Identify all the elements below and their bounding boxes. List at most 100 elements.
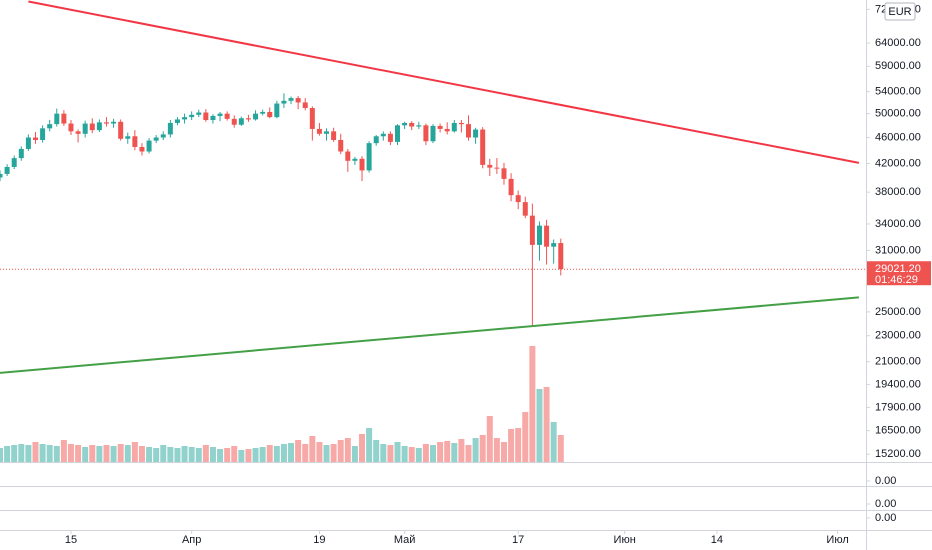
- volume-bar: [557, 435, 564, 462]
- pane-tick-label: 0.00: [875, 475, 896, 487]
- candle-body: [359, 158, 365, 171]
- volume-bar: [529, 346, 536, 462]
- volume-bar: [351, 446, 358, 462]
- volume-bar: [167, 447, 174, 462]
- candle-body: [61, 113, 67, 124]
- candle-body: [18, 148, 24, 159]
- y-tick-label: 21000.00: [875, 356, 921, 368]
- y-tick-label: 25000.00: [875, 306, 921, 318]
- volume-bar: [53, 446, 60, 462]
- volume-bar: [160, 445, 167, 462]
- candle-body: [316, 128, 322, 134]
- candle-body: [89, 123, 95, 131]
- candle-body: [352, 158, 358, 161]
- volume-bar: [67, 444, 74, 462]
- volume-bar: [188, 447, 195, 462]
- volume-bar: [437, 442, 444, 462]
- candle-body: [253, 113, 259, 120]
- volume-bar: [543, 387, 550, 462]
- volume-bar: [536, 389, 543, 462]
- candle-body: [54, 113, 60, 125]
- candle-body: [224, 113, 230, 119]
- candle-body: [345, 151, 351, 161]
- candle-body: [501, 168, 507, 179]
- candle-body: [430, 125, 436, 142]
- x-tick-label: 14: [711, 534, 723, 546]
- candle-body: [260, 111, 266, 114]
- volume-bar: [515, 428, 522, 462]
- volume-bar: [217, 449, 224, 462]
- price-pane: [0, 0, 860, 462]
- candle-body: [203, 112, 209, 121]
- volume-bar: [60, 440, 67, 462]
- candle-body: [174, 119, 180, 123]
- volume-bar: [46, 445, 53, 462]
- y-tick-label: 42000.00: [875, 157, 921, 169]
- volume-bar: [550, 422, 557, 462]
- candle-body: [96, 122, 102, 131]
- candle-body: [423, 125, 429, 142]
- candle-body: [196, 112, 202, 115]
- volume-bar: [522, 412, 529, 462]
- y-tick-label: 15200.00: [875, 448, 921, 460]
- currency-badge: [884, 2, 916, 21]
- candle-body: [302, 102, 308, 108]
- volume-bar: [103, 445, 110, 462]
- volume-bar: [387, 445, 394, 462]
- candle-body: [458, 122, 464, 125]
- volume-bar: [89, 445, 96, 462]
- candle-body: [167, 122, 173, 135]
- candle-body: [309, 107, 315, 129]
- volume-bar: [366, 428, 373, 462]
- volume-bar: [146, 447, 153, 462]
- volume-bar: [202, 445, 209, 462]
- candle-body: [324, 131, 330, 134]
- volume-bar: [415, 448, 422, 462]
- candle-body: [416, 125, 422, 127]
- volume-bar: [373, 440, 380, 462]
- volume-bar: [451, 443, 458, 462]
- candle-body: [473, 129, 479, 138]
- volume-bar: [380, 444, 387, 462]
- candle-body: [182, 117, 188, 120]
- volume-bar: [181, 446, 188, 462]
- volume-bar: [323, 445, 330, 462]
- volume-bar: [422, 444, 429, 462]
- volume-bar: [316, 442, 323, 462]
- candle-body: [267, 111, 273, 118]
- last-price-box: [867, 261, 931, 286]
- candle-body: [210, 115, 216, 121]
- volume-bar: [259, 447, 266, 462]
- candle-body: [480, 129, 486, 165]
- pane-tick-label: 0.00: [875, 512, 896, 524]
- volume-bar: [117, 444, 124, 462]
- candle-body: [32, 137, 38, 141]
- trendline: [0, 296, 859, 374]
- candle-body: [515, 195, 521, 203]
- candle-body: [111, 121, 117, 124]
- volume-bar: [18, 444, 25, 462]
- volume-bar: [245, 449, 252, 462]
- volume-bar: [430, 445, 436, 462]
- candle-body: [544, 225, 550, 247]
- volume-bar: [444, 441, 451, 462]
- candle-body: [132, 136, 138, 147]
- y-tick-label: 54000.00: [875, 86, 921, 98]
- countdown-label: 01:46:29: [875, 274, 918, 286]
- x-tick-label: Июл: [826, 534, 848, 546]
- candle-body: [231, 118, 237, 125]
- candle-body: [274, 103, 280, 118]
- candle-body: [238, 118, 244, 125]
- y-tick-label: 50000.00: [875, 108, 921, 120]
- volume-bar: [486, 416, 493, 462]
- pane-tick-label: 0.00: [875, 498, 896, 510]
- candle-body: [4, 166, 10, 174]
- candle-body: [125, 136, 131, 139]
- candle-body: [217, 113, 223, 116]
- volume-bar: [472, 438, 479, 462]
- volume-bar: [309, 436, 316, 462]
- volume-bar: [195, 448, 202, 462]
- candle-body: [387, 133, 393, 142]
- volume-bar: [252, 448, 259, 462]
- volume-bar: [273, 446, 280, 462]
